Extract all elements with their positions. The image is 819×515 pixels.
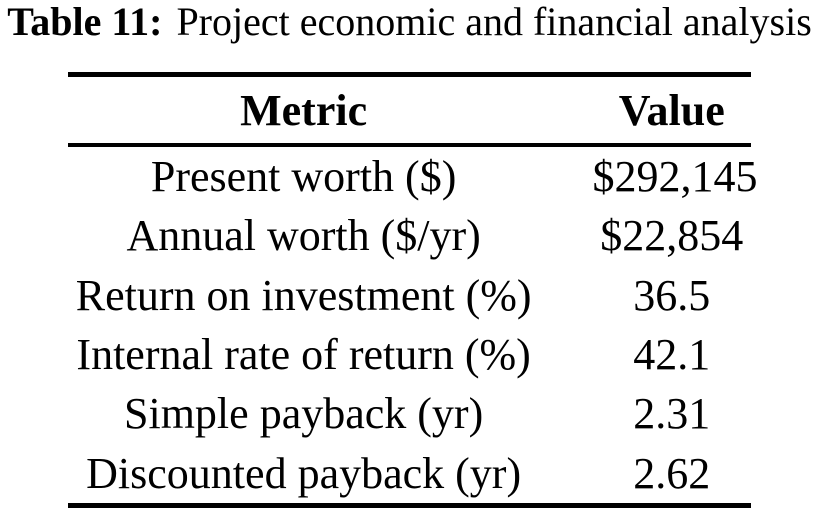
metric-cell: Annual worth ($/yr): [126, 211, 481, 261]
table-row: Return on investment (%) 36.5: [68, 266, 751, 325]
value-cell: 2.31: [633, 389, 711, 439]
bottom-rule: [68, 502, 751, 508]
table-row: Discounted payback (yr) 2.62: [68, 444, 751, 503]
table-row: Annual worth ($/yr) $22,854: [68, 206, 751, 265]
metric-cell: Simple payback (yr): [124, 389, 484, 439]
caption-title: Project economic and financial analysis: [176, 0, 812, 44]
table-row: Internal rate of return (%) 42.1: [68, 325, 751, 384]
caption-label: Table 11:: [7, 0, 163, 44]
metric-cell: Internal rate of return (%): [76, 330, 531, 380]
header-row: Metric Value: [68, 77, 751, 143]
metric-cell: Return on investment (%): [75, 270, 532, 320]
top-rule: [68, 72, 751, 77]
value-cell: $22,854: [600, 211, 744, 261]
metric-cell: Present worth ($): [150, 152, 457, 202]
value-cell: 42.1: [633, 330, 711, 380]
value-cell: $292,145: [592, 152, 758, 202]
financial-analysis-table: Metric Value Present worth ($) $292,145 …: [68, 72, 758, 508]
value-cell: 36.5: [633, 270, 711, 320]
mid-rule: [68, 143, 751, 147]
metric-column-header: Metric: [240, 85, 368, 135]
table-caption: Table 11: Project economic and financial …: [0, 2, 819, 42]
table-row: Simple payback (yr) 2.31: [68, 384, 751, 443]
value-column-header: Value: [618, 85, 725, 135]
table-row: Present worth ($) $292,145: [68, 147, 758, 206]
metric-cell: Discounted payback (yr): [86, 448, 522, 498]
value-cell: 2.62: [633, 448, 711, 498]
table-body: Present worth ($) $292,145 Annual worth …: [68, 147, 758, 503]
